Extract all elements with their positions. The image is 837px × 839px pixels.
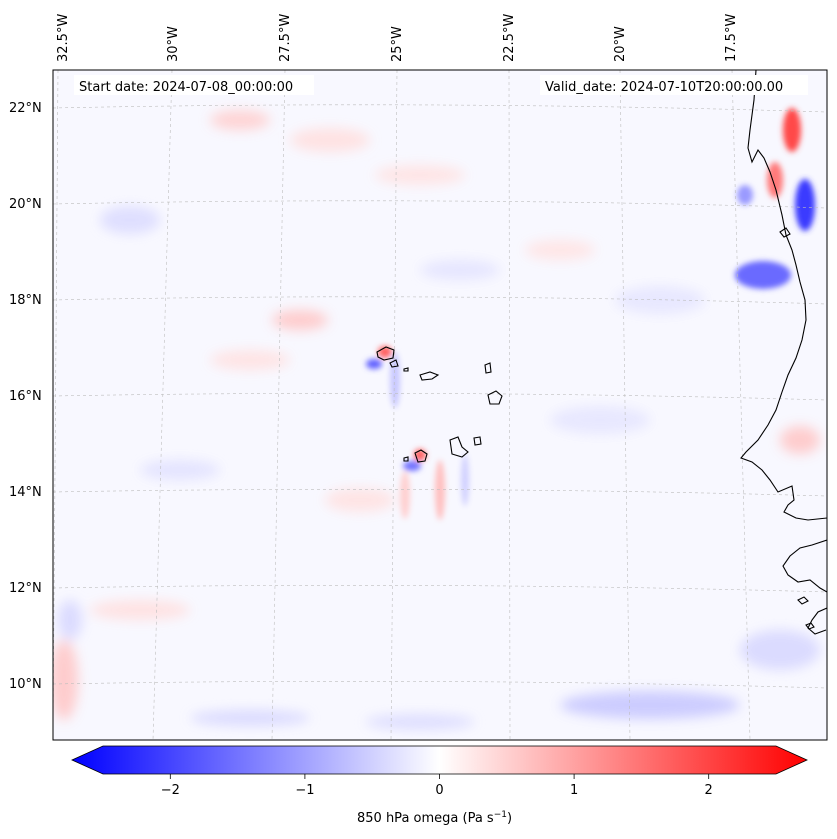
bissagos-coast [807,607,827,635]
lon-label-22-5w: 22.5°W [502,14,517,62]
graticule [53,70,827,740]
african-coastline [740,70,827,521]
colorbar-label: 850 hPa omega (Pa s−1) [357,810,512,826]
colorbar-tick-label: 0 [435,783,443,798]
valid-date-box [540,75,808,95]
lon-label-25w: 25°W [390,26,405,62]
lon-label-30w: 30°W [166,26,181,62]
bijagos-islands [797,596,815,630]
lon-label-20w: 20°W [613,26,628,62]
colorbar-tick-label: −1 [295,783,314,798]
valid-date-label: Valid_date: 2024-07-10T20:00:00.00 [545,80,783,95]
start-date-label: Start date: 2024-07-08_00:00:00 [79,80,293,95]
lon-label-27-5w: 27.5°W [278,14,293,62]
colorbar-tick-label: −2 [161,783,180,798]
latitude-labels: 22°N 20°N 18°N 16°N 14°N 12°N 10°N [9,101,42,692]
lat-label-16n: 16°N [9,389,42,404]
lon-label-17-5w: 17.5°W [724,14,739,62]
lat-label-14n: 14°N [9,485,42,500]
colorbar-bar [71,745,808,775]
lat-label-12n: 12°N [9,581,42,596]
colorbar-ticks: −2 −1 0 1 2 [161,774,713,798]
guinea-coast [782,539,827,593]
lat-label-18n: 18°N [9,293,42,308]
colorbar: −2 −1 0 1 2 850 hPa omega (Pa s−1) [71,745,808,826]
lon-label-32-5w: 32.5°W [56,14,71,62]
start-date-box [74,75,314,95]
colorbar-tick-label: 1 [570,783,578,798]
omega-field [53,70,827,740]
lat-label-22n: 22°N [9,101,42,116]
longitude-labels: 32.5°W 30°W 27.5°W 25°W 22.5°W 20°W 17.5… [56,14,739,62]
lat-label-10n: 10°N [9,677,42,692]
banc-arguin-islet [779,227,791,238]
lat-label-20n: 20°N [9,197,42,212]
map-frame [52,69,828,741]
colorbar-tick-label: 2 [705,783,713,798]
cape-verde-islands [376,346,503,463]
